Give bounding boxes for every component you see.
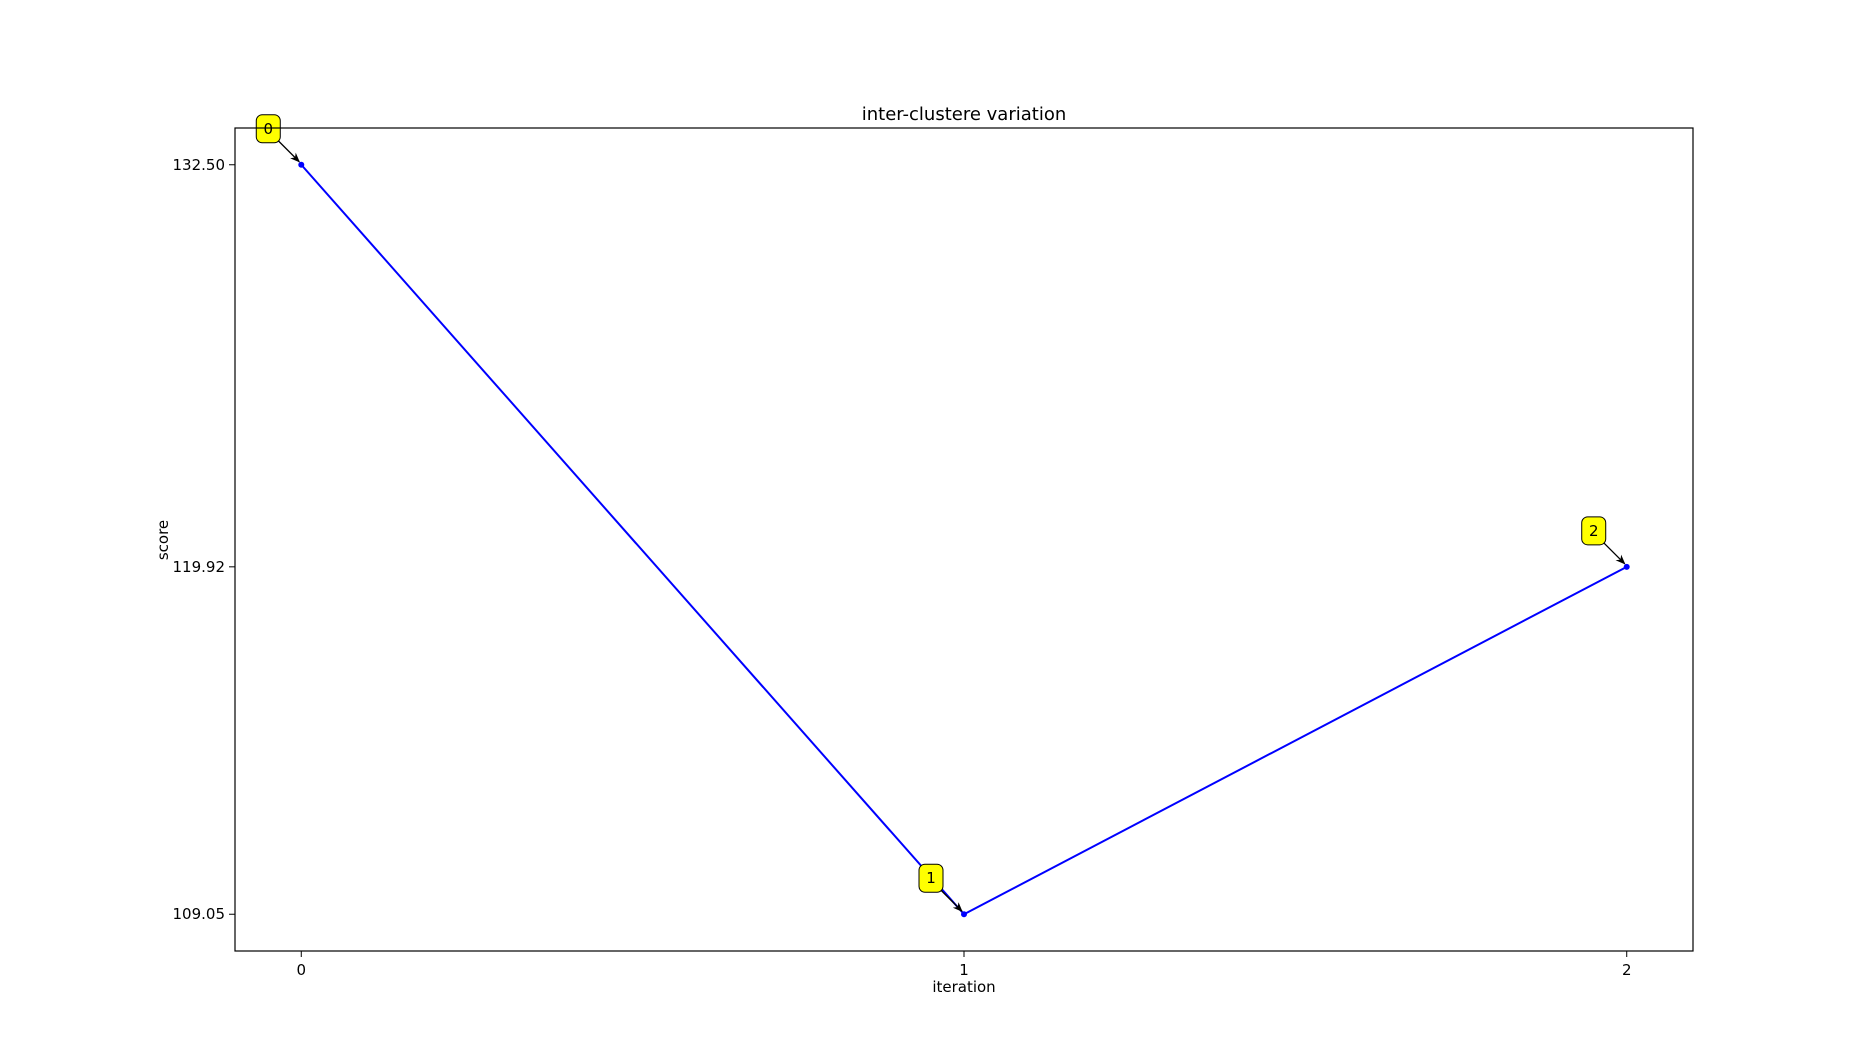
annotation-arrow bbox=[1603, 542, 1626, 565]
y-tick-label: 132.50 bbox=[173, 156, 226, 174]
plot-area bbox=[235, 128, 1693, 951]
chart-title: inter-clustere variation bbox=[862, 104, 1067, 125]
x-tick-label: 1 bbox=[959, 961, 969, 979]
x-axis: 0 1 2 bbox=[296, 951, 1632, 979]
y-axis: 109.05 119.92 132.50 bbox=[173, 156, 235, 923]
x-tick-label: 0 bbox=[296, 961, 306, 979]
y-axis-label: score bbox=[154, 520, 172, 560]
annotation-box bbox=[918, 863, 944, 893]
annotation-label: 1 bbox=[926, 869, 936, 887]
annotation-label: 0 bbox=[263, 120, 273, 138]
data-point bbox=[961, 911, 967, 918]
x-axis-label: iteration bbox=[932, 978, 995, 996]
annotation-arrow bbox=[277, 140, 300, 163]
data-point bbox=[1623, 563, 1630, 570]
x-tick-label: 2 bbox=[1622, 961, 1632, 979]
y-tick-label: 109.05 bbox=[173, 905, 226, 923]
data-point bbox=[298, 161, 305, 168]
annotation-arrow bbox=[940, 889, 963, 912]
series-layer bbox=[298, 161, 1630, 918]
annotation-layer: 0 1 2 bbox=[255, 114, 1626, 912]
annotation-label: 2 bbox=[1589, 522, 1599, 540]
annotation-box bbox=[255, 114, 281, 144]
annotation-box bbox=[1581, 516, 1607, 546]
y-tick-label: 119.92 bbox=[173, 558, 226, 576]
